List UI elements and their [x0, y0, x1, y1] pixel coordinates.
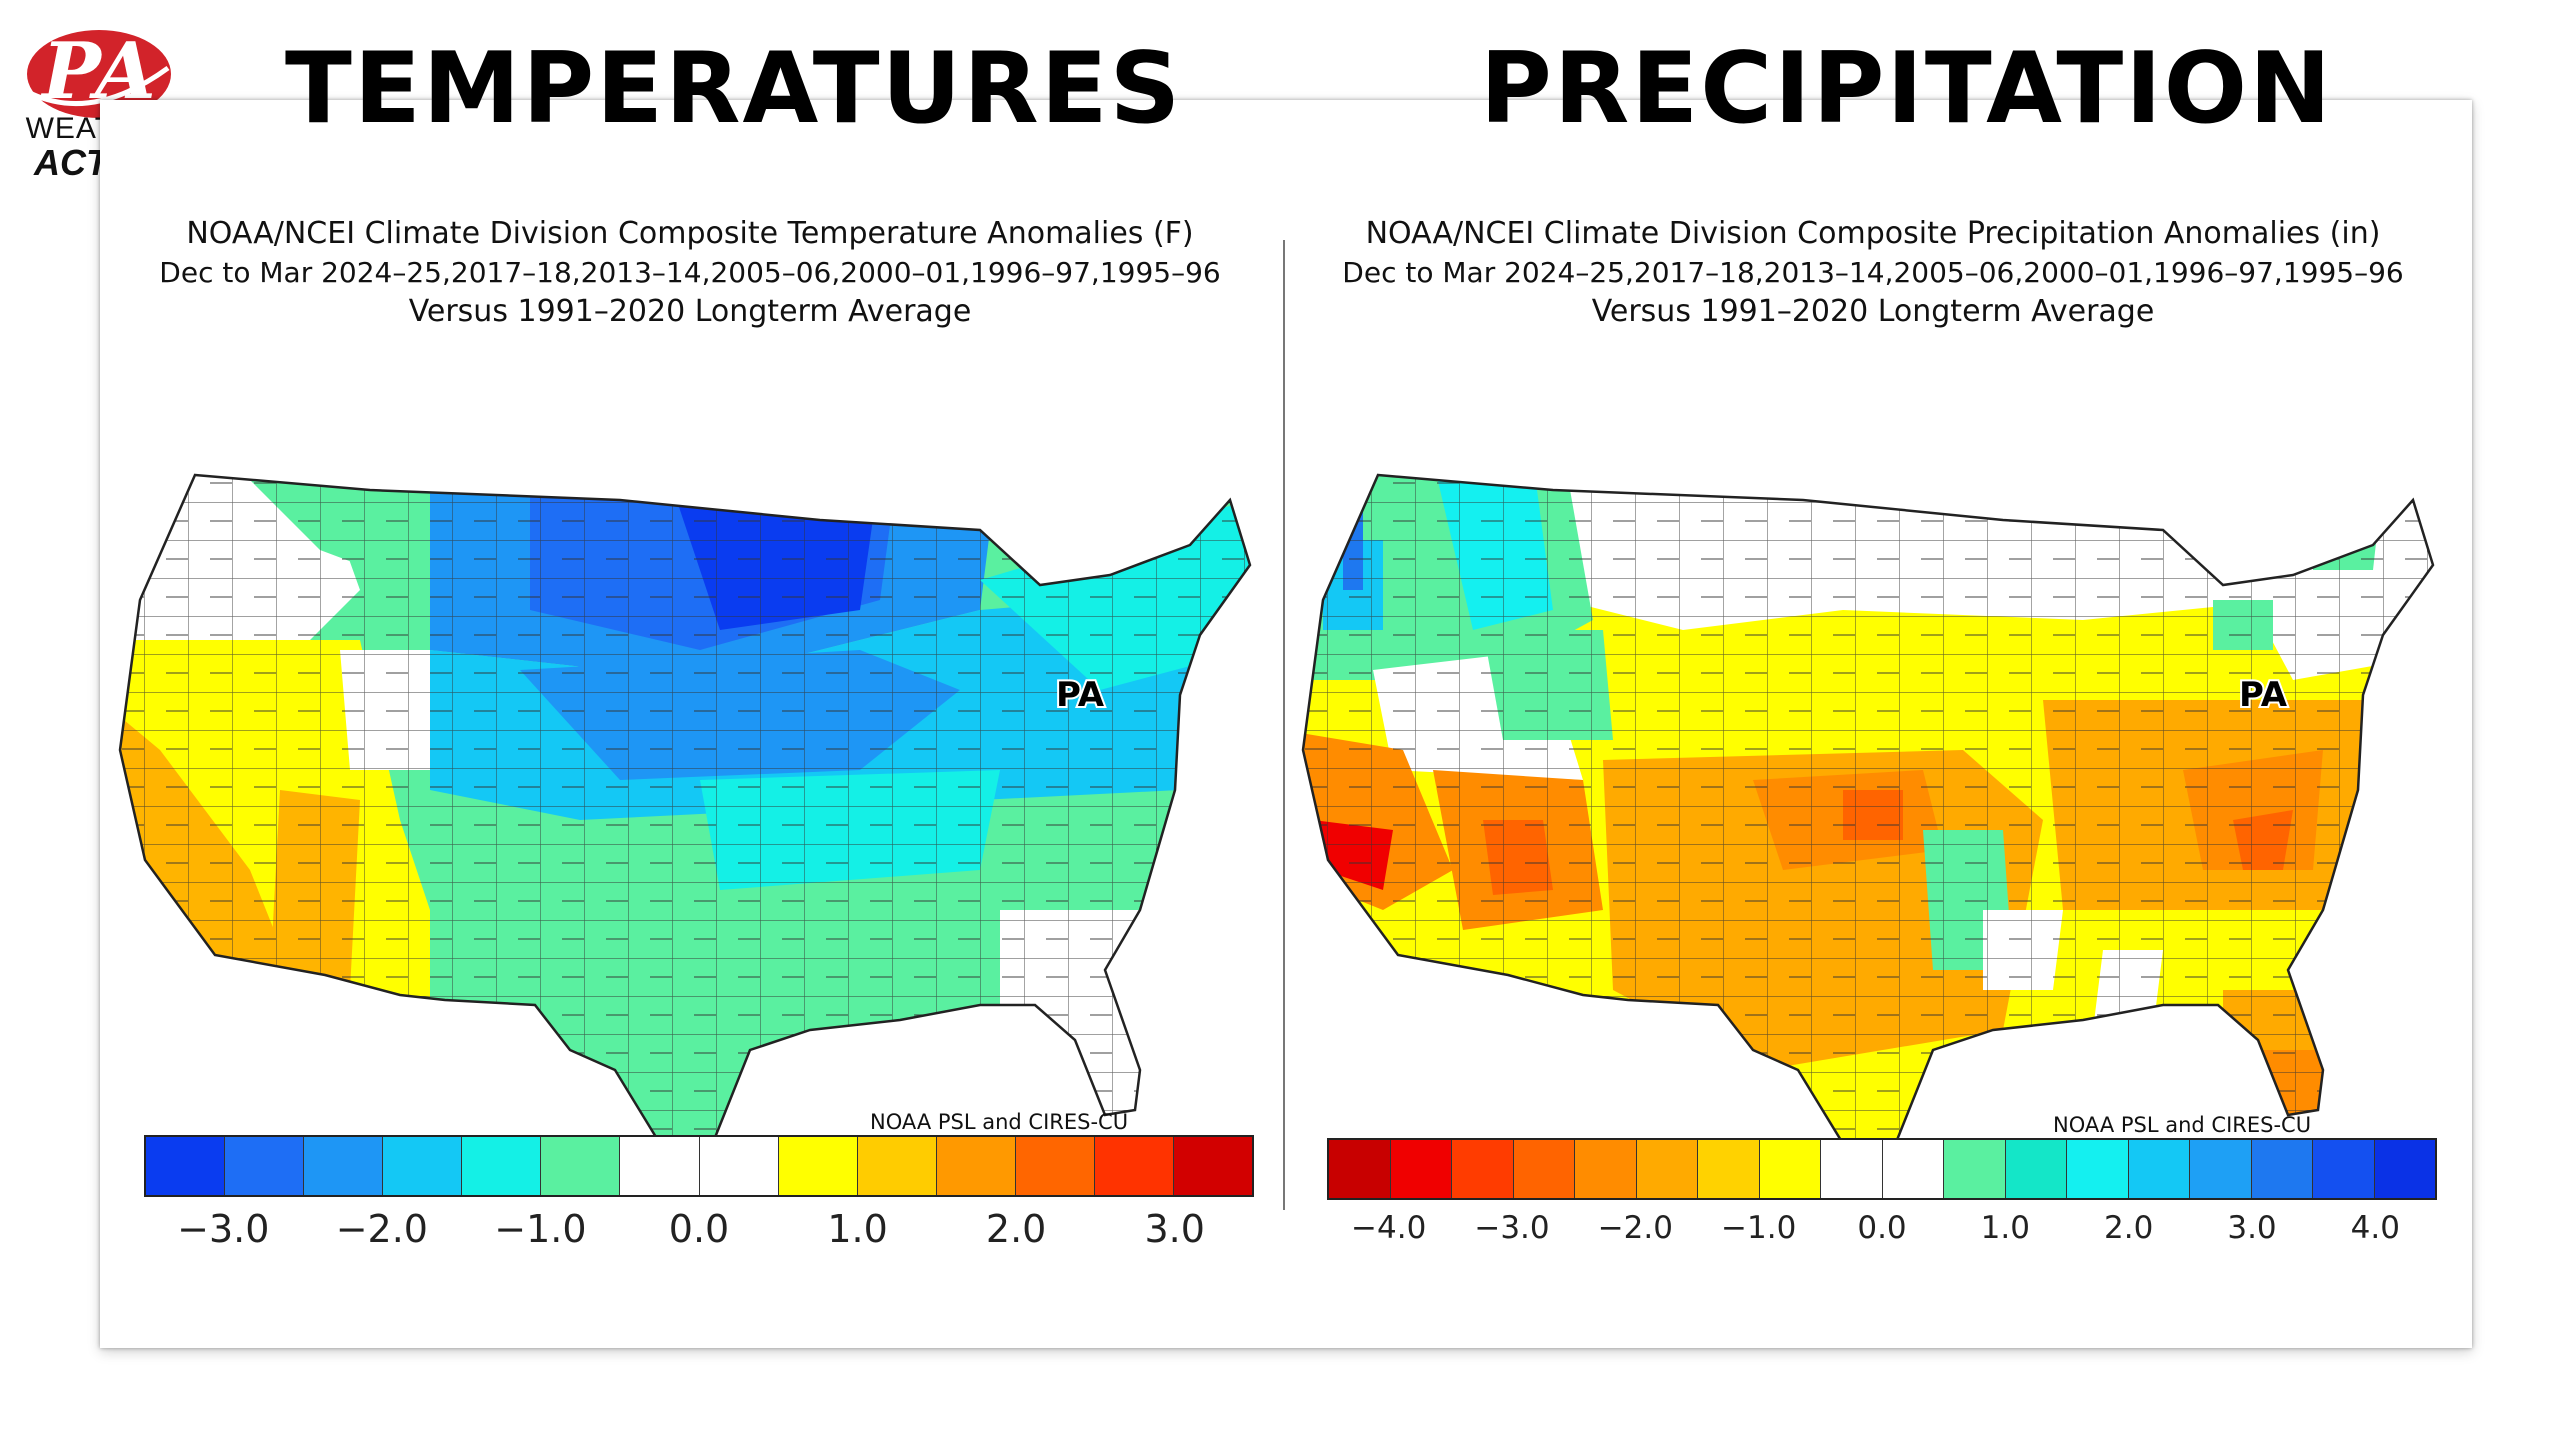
- colorbar-tick-label: −1.0: [494, 1207, 587, 1251]
- temp-colorbar: [144, 1135, 1254, 1197]
- colorbar-swatch: [2313, 1140, 2375, 1198]
- precipitation-anomaly-map: PA: [1301, 473, 2435, 1162]
- colorbar-tick-label: 4.0: [2350, 1210, 2400, 1246]
- colorbar-tick-label: 3.0: [1144, 1207, 1205, 1251]
- colorbar-swatch: [1513, 1140, 1575, 1198]
- temp-credit: NOAA PSL and CIRES-CU: [870, 1110, 1129, 1134]
- colorbar-swatch: [1575, 1140, 1637, 1198]
- colorbar-swatch: [304, 1137, 384, 1195]
- colorbar-swatch: [1821, 1140, 1883, 1198]
- colorbar-swatch: [1882, 1140, 1944, 1198]
- logo-swoosh-icon: [27, 30, 171, 118]
- colorbar-swatch: [146, 1137, 226, 1195]
- colorbar-swatch: [383, 1137, 463, 1195]
- colorbar-swatch: [2128, 1140, 2190, 1198]
- temperature-anomaly-map: PA: [118, 473, 1252, 1162]
- colorbar-swatch: [1015, 1137, 1095, 1195]
- colorbar-tick-label: 0.0: [668, 1207, 730, 1251]
- panel-divider: [1283, 240, 1285, 1210]
- colorbar-swatch: [541, 1137, 621, 1195]
- precipitation-panel: NOAA/NCEI Climate Division Composite Pre…: [1283, 100, 2463, 1246]
- precip-map-title: NOAA/NCEI Climate Division Composite Pre…: [1365, 216, 2381, 251]
- colorbar-swatch: [1944, 1140, 2006, 1198]
- colorbar-tick-label: −3.0: [177, 1207, 270, 1251]
- colorbar-swatch: [620, 1137, 700, 1195]
- colorbar-swatch: [699, 1137, 779, 1195]
- colorbar-swatch: [1698, 1140, 1760, 1198]
- precip-colorbar: [1327, 1138, 2437, 1200]
- precip-credit: NOAA PSL and CIRES-CU: [2053, 1113, 2312, 1137]
- colorbar-swatch: [2374, 1140, 2435, 1198]
- colorbar-swatch: [1329, 1140, 1391, 1198]
- colorbar-swatch: [2190, 1140, 2252, 1198]
- colorbar-tick-label: −2.0: [335, 1207, 428, 1251]
- colorbar-swatch: [1636, 1140, 1698, 1198]
- temp-pa-label: PA: [1056, 675, 1105, 715]
- colorbar-tick-label: −2.0: [1597, 1210, 1673, 1246]
- colorbar-tick-label: −4.0: [1351, 1210, 1427, 1246]
- colorbar-swatch: [1094, 1137, 1175, 1195]
- heading-temperatures: TEMPERATURES: [285, 32, 1183, 146]
- precip-map-baseline: Versus 1991–2020 Longterm Average: [1591, 294, 2155, 329]
- colorbar-swatch: [1390, 1140, 1452, 1198]
- colorbar-tick-label: −3.0: [1474, 1210, 1550, 1246]
- precip-map-subtitle: Dec to Mar 2024–25,2017–18,2013–14,2005–…: [1342, 256, 2404, 289]
- colorbar-swatch: [2067, 1140, 2129, 1198]
- colorbar-swatch: [1452, 1140, 1514, 1198]
- colorbar-swatch: [936, 1137, 1016, 1195]
- colorbar-tick-label: −1.0: [1721, 1210, 1797, 1246]
- colorbar-tick-label: 2.0: [2104, 1210, 2154, 1246]
- colorbar-swatch: [857, 1137, 937, 1195]
- colorbar-tick-label: 0.0: [1857, 1210, 1907, 1246]
- colorbar-swatch: [2251, 1140, 2313, 1198]
- colorbar-swatch: [2005, 1140, 2067, 1198]
- temp-map-baseline: Versus 1991–2020 Longterm Average: [408, 294, 972, 329]
- temp-map-subtitle: Dec to Mar 2024–25,2017–18,2013–14,2005–…: [159, 256, 1221, 289]
- colorbar-swatch: [225, 1137, 305, 1195]
- colorbar-tick-label: 1.0: [1980, 1210, 2030, 1246]
- colorbar-swatch: [462, 1137, 542, 1195]
- colorbar-swatch: [1759, 1140, 1821, 1198]
- heading-precipitation: PRECIPITATION: [1480, 32, 2334, 146]
- colorbar-swatch: [1174, 1137, 1253, 1195]
- colorbar-tick-label: 1.0: [827, 1207, 888, 1251]
- temperature-panel: NOAA/NCEI Climate Division Composite Tem…: [100, 100, 1280, 1251]
- temp-map-title: NOAA/NCEI Climate Division Composite Tem…: [186, 216, 1194, 251]
- colorbar-tick-label: 2.0: [985, 1207, 1047, 1251]
- colorbar-tick-label: 3.0: [2227, 1210, 2277, 1246]
- colorbar-swatch: [778, 1137, 858, 1195]
- precip-pa-label: PA: [2239, 675, 2288, 715]
